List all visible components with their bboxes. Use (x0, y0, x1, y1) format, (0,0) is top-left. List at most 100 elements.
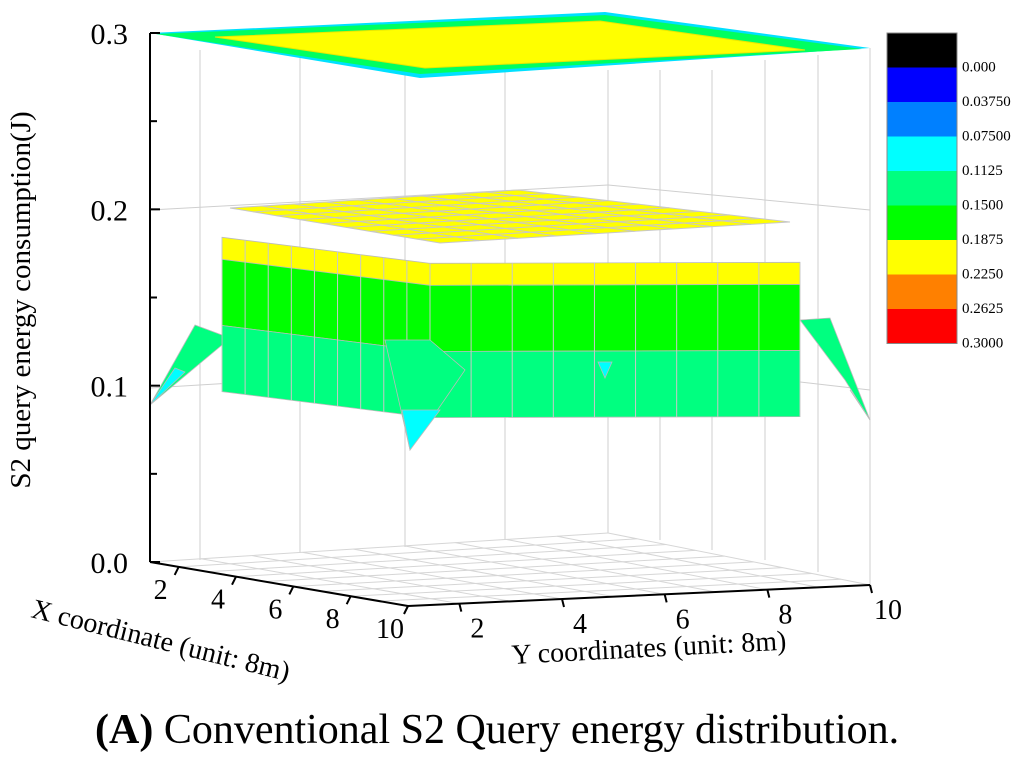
colorbar-label: 0.1500 (962, 198, 1003, 214)
colorbar-label: 0.3000 (962, 336, 1003, 352)
colorbar-swatch (887, 102, 957, 137)
colorbar-swatch (887, 205, 957, 240)
floor-gridline (321, 567, 783, 592)
colorbar-label: 0.1125 (962, 163, 1003, 179)
colorbar-swatch (887, 33, 957, 68)
figure-caption: (A) Conventional S2 Query energy distrib… (95, 706, 1015, 754)
floor-gridline (607, 532, 871, 586)
surface-plot: 0.0 0.1 0.2 0.3 2 4 6 8 10 2 4 6 8 10 S2 query ener… (5, 12, 1011, 688)
gridline-0.2-right (607, 184, 871, 211)
surface-top-mesh (421, 195, 674, 230)
surface-top-mesh (416, 217, 760, 240)
surface-right-face-band (429, 261, 801, 286)
z-tick-label: 0.3 (91, 18, 129, 51)
z-tick-label: 0.1 (91, 371, 129, 404)
y-tick-mark (869, 584, 873, 594)
z-tick-label: 0.2 (91, 194, 129, 227)
y-tick-mark (458, 603, 463, 612)
top-plane-0.3 (150, 12, 870, 78)
surface-corner-right-tip (849, 389, 871, 421)
surface-top-mesh (485, 191, 752, 225)
surface-top-mesh (357, 199, 596, 235)
surface-top-mesh (323, 203, 639, 225)
y-tick-label: 10 (874, 595, 902, 626)
surface-top-mesh (389, 197, 635, 232)
z-ticks: 0.0 0.1 0.2 0.3 (91, 18, 160, 580)
surface-top-mesh (261, 205, 479, 242)
y-ticks: 2 4 6 8 10 (458, 584, 902, 645)
surface-top-mesh (453, 193, 713, 228)
colorbar-label: 0.2250 (962, 267, 1003, 283)
surface-top-mesh (393, 214, 730, 236)
surface-top-mesh (346, 207, 670, 228)
x-tick-mark (173, 566, 180, 576)
energy-surface (149, 189, 871, 451)
floor-gridline (251, 555, 511, 602)
gridline-0.2-left (149, 184, 609, 211)
x-tick-label: 10 (376, 614, 404, 645)
surface-corner-left-tip (149, 367, 186, 406)
surface-top-mesh (253, 193, 549, 213)
surface-right-face-band (429, 283, 801, 352)
y-tick-label: 4 (573, 609, 587, 640)
x-tick-label: 2 (154, 575, 168, 606)
x-tick-mark (231, 576, 237, 586)
colorbar-swatch (887, 136, 957, 171)
caption-text: Conventional S2 Query energy distributio… (163, 707, 900, 753)
top-plane-yellow (214, 20, 806, 69)
floor-gridline (302, 551, 563, 600)
colorbar-border (886, 32, 958, 344)
surface-top-mesh (293, 203, 518, 239)
surface-small-dip (597, 361, 613, 379)
colorbar-swatch (887, 67, 957, 102)
surface-mid-dip-tip (401, 409, 441, 451)
floor-gridline (207, 544, 667, 573)
floor-gridline (404, 545, 665, 595)
y-tick-label: 2 (470, 614, 484, 645)
y-axis-line (407, 584, 871, 607)
colorbar-label: 0.07500 (962, 129, 1011, 145)
floor-gridline (200, 558, 460, 605)
floor-gridline (379, 578, 841, 602)
x-tick-label: 8 (326, 604, 340, 635)
floor-gridline (235, 549, 696, 578)
colorbar-label: 0.2625 (962, 301, 1003, 317)
surface-right-face-band (429, 350, 801, 419)
surface-top-mesh (369, 210, 700, 232)
y-tick-mark (766, 589, 771, 598)
x-axis-line (149, 561, 409, 607)
x-tick-mark (345, 595, 352, 605)
floor-gridline (506, 538, 768, 591)
floor-gridline (353, 548, 614, 598)
floor-gridline (557, 535, 819, 588)
y-tick-label: 6 (676, 604, 690, 635)
y-tick-label: 8 (778, 600, 792, 631)
x-tick-mark (403, 605, 409, 615)
colorbar-label: 0.1875 (962, 232, 1003, 248)
z-axis-title: S2 query energy consumption(J) (5, 111, 37, 488)
x-axis-title: X coordinate (unit: 8m) (28, 594, 293, 688)
caption-label: (A) (95, 707, 154, 753)
floor-gridline (455, 542, 717, 593)
z-tick-label: 0.0 (91, 547, 129, 580)
y-tick-mark (663, 594, 668, 603)
colorbar-swatch (887, 240, 957, 275)
colorbar-swatch (887, 309, 957, 344)
colorbar-swatch (887, 171, 957, 206)
colorbar: 0.000 0.03750 0.07500 0.1125 0.1500 0.1875 0.2… (886, 32, 1011, 352)
floor-gridline (264, 555, 725, 583)
x-tick-label: 4 (211, 585, 225, 616)
y-tick-mark (561, 598, 565, 608)
colorbar-swatch (887, 274, 957, 309)
surface-top-mesh (325, 201, 557, 237)
x-tick-label: 6 (268, 594, 282, 625)
colorbar-label: 0.03750 (962, 94, 1011, 110)
floor-gridline (293, 561, 754, 587)
surface-top-mesh (299, 200, 609, 221)
x-ticks: 2 4 6 8 10 (154, 566, 409, 645)
surface-top-mesh (276, 196, 579, 217)
y-axis-title: Y coordinates (unit: 8m) (511, 626, 787, 671)
colorbar-label: 0.000 (962, 60, 996, 76)
floor-gridline (350, 572, 812, 597)
